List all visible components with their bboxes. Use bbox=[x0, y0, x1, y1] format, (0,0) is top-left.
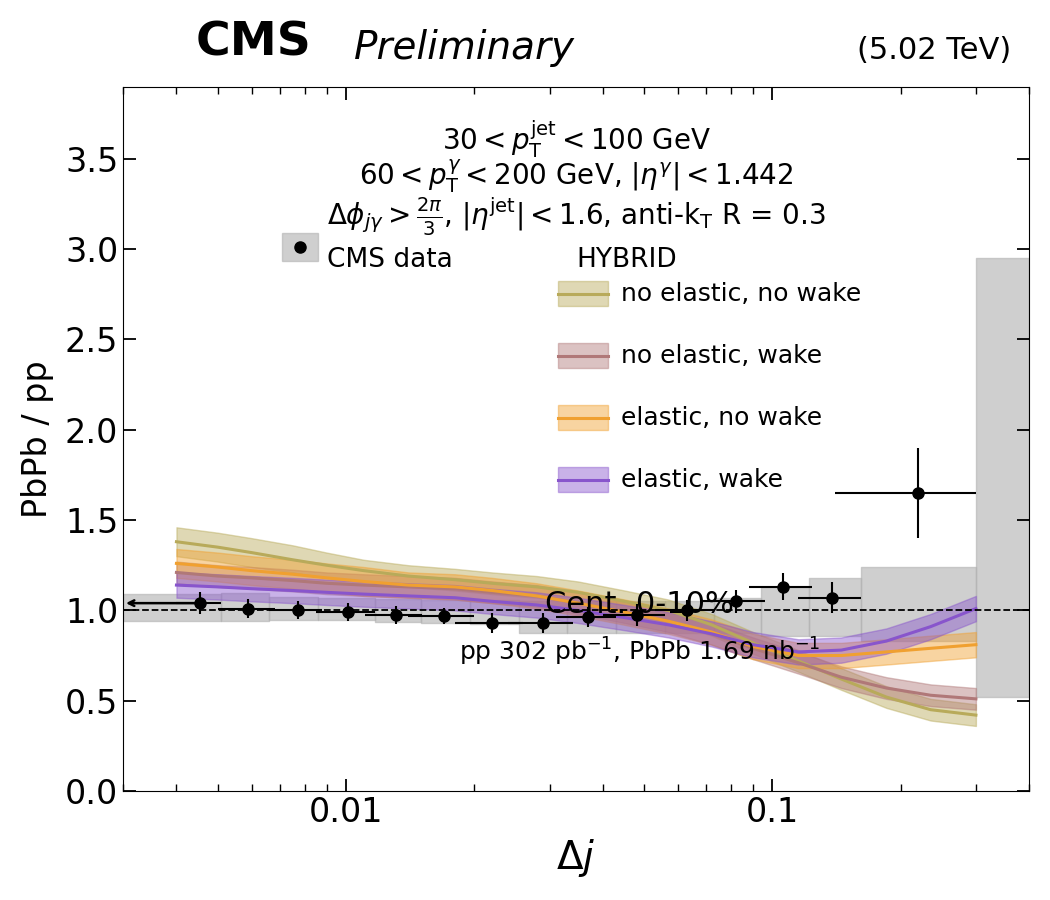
Text: $60 < p_\mathrm{T}^{\gamma} < 200$ GeV, $|\eta^{\gamma}| < 1.442$: $60 < p_\mathrm{T}^{\gamma} < 200$ GeV, … bbox=[359, 158, 794, 194]
Bar bbox=[558, 281, 608, 306]
Text: elastic, wake: elastic, wake bbox=[622, 468, 783, 491]
Text: $30 < p_\mathrm{T}^\mathrm{jet} < 100$ GeV: $30 < p_\mathrm{T}^\mathrm{jet} < 100$ G… bbox=[442, 118, 711, 160]
Bar bbox=[558, 343, 608, 368]
Bar bbox=[558, 405, 608, 429]
Text: no elastic, wake: no elastic, wake bbox=[622, 344, 822, 368]
Text: Cent. 0-10%: Cent. 0-10% bbox=[545, 590, 734, 619]
Text: no elastic, no wake: no elastic, no wake bbox=[622, 282, 862, 306]
Text: Preliminary: Preliminary bbox=[354, 29, 575, 67]
Text: HYBRID: HYBRID bbox=[576, 248, 677, 274]
Text: elastic, no wake: elastic, no wake bbox=[622, 406, 822, 429]
Text: CMS data: CMS data bbox=[327, 248, 453, 274]
Bar bbox=[558, 467, 608, 491]
Text: $\Delta\phi_{j\gamma} > \frac{2\pi}{3}$, $|\eta^\mathrm{jet}| < 1.6$, anti-k$_\m: $\Delta\phi_{j\gamma} > \frac{2\pi}{3}$,… bbox=[327, 196, 825, 238]
X-axis label: $\Delta j$: $\Delta j$ bbox=[556, 837, 595, 879]
Text: CMS: CMS bbox=[195, 21, 312, 66]
Text: pp 302 pb$^{-1}$, PbPb 1.69 nb$^{-1}$: pp 302 pb$^{-1}$, PbPb 1.69 nb$^{-1}$ bbox=[459, 636, 820, 668]
Bar bbox=[281, 233, 318, 261]
Text: (5.02 TeV): (5.02 TeV) bbox=[857, 37, 1011, 66]
Y-axis label: PbPb / pp: PbPb / pp bbox=[21, 360, 54, 518]
